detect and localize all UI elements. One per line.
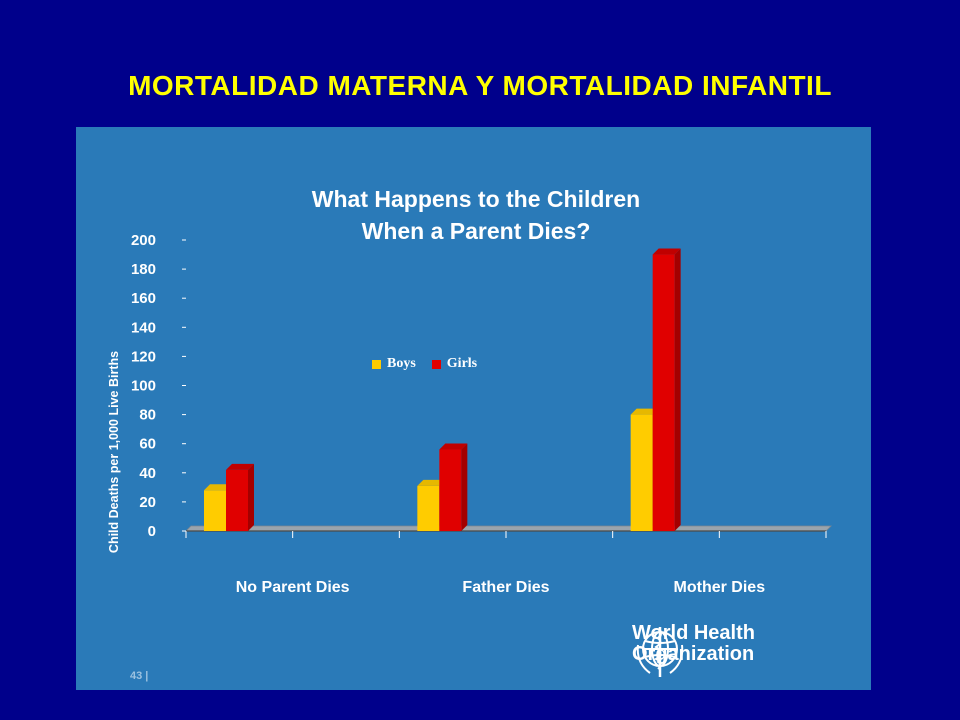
who-emblem-icon — [636, 627, 684, 677]
bar — [417, 485, 440, 531]
bar — [439, 449, 462, 531]
chart-title-line2: When a Parent Dies? — [361, 218, 591, 244]
bar — [204, 490, 226, 531]
legend-swatch-boys — [372, 359, 381, 369]
bar-top — [630, 408, 659, 415]
y-tick-label: 0 — [148, 523, 156, 540]
y-tick-label: 140 — [131, 319, 156, 336]
legend-swatch-girls — [431, 359, 441, 369]
who-logo: World Health Organization — [632, 622, 755, 677]
chart-canvas: 0 20 40 60 80 100 120 140 160 180 200 No Parent Die… — [131, 232, 832, 596]
y-tick-label: 160 — [131, 290, 156, 307]
y-tick-label: 40 — [139, 465, 156, 482]
x-category-label: Mother Dies — [674, 579, 766, 596]
bar — [226, 469, 248, 531]
chart-panel: 0 20 40 60 80 100 120 140 160 180 200 No Parent Die… — [76, 127, 871, 690]
page-number: 43 | — [130, 670, 149, 682]
bar-top — [204, 484, 232, 491]
who-line1: World Health — [632, 622, 755, 644]
y-tick-label: 120 — [131, 348, 156, 365]
y-tick-label: 20 — [139, 494, 156, 511]
chart-floor — [185, 525, 832, 532]
bar-side — [461, 443, 468, 531]
y-tick-label: 80 — [139, 407, 156, 424]
x-category-label: No Parent Dies — [236, 579, 350, 596]
chart-title: What Happens to the Children When a Pare… — [196, 183, 756, 247]
chart-title-line1: What Happens to the Children — [311, 186, 641, 212]
y-tick-label: 200 — [131, 232, 156, 249]
y-tick-label: 180 — [131, 261, 156, 278]
bar-side — [248, 463, 254, 531]
bar — [630, 414, 653, 531]
bar-top — [226, 463, 254, 470]
slide-title: MORTALIDAD MATERNA Y MORTALIDAD INFANTIL — [128, 70, 832, 101]
y-tick-label: 100 — [131, 378, 156, 395]
bar — [652, 254, 675, 532]
bar-top — [439, 443, 468, 450]
legend-label-girls: Girls — [446, 356, 478, 371]
legend: Boys Girls — [372, 356, 487, 372]
y-tick-label: 60 — [139, 436, 156, 453]
bar-top — [652, 248, 681, 255]
bar-top — [417, 479, 446, 486]
legend-label-boys: Boys — [387, 356, 416, 371]
y-axis-label: Child Deaths per 1,000 Live Births — [107, 350, 121, 554]
x-category-label: Father Dies — [462, 579, 549, 596]
bar-side — [674, 248, 681, 532]
